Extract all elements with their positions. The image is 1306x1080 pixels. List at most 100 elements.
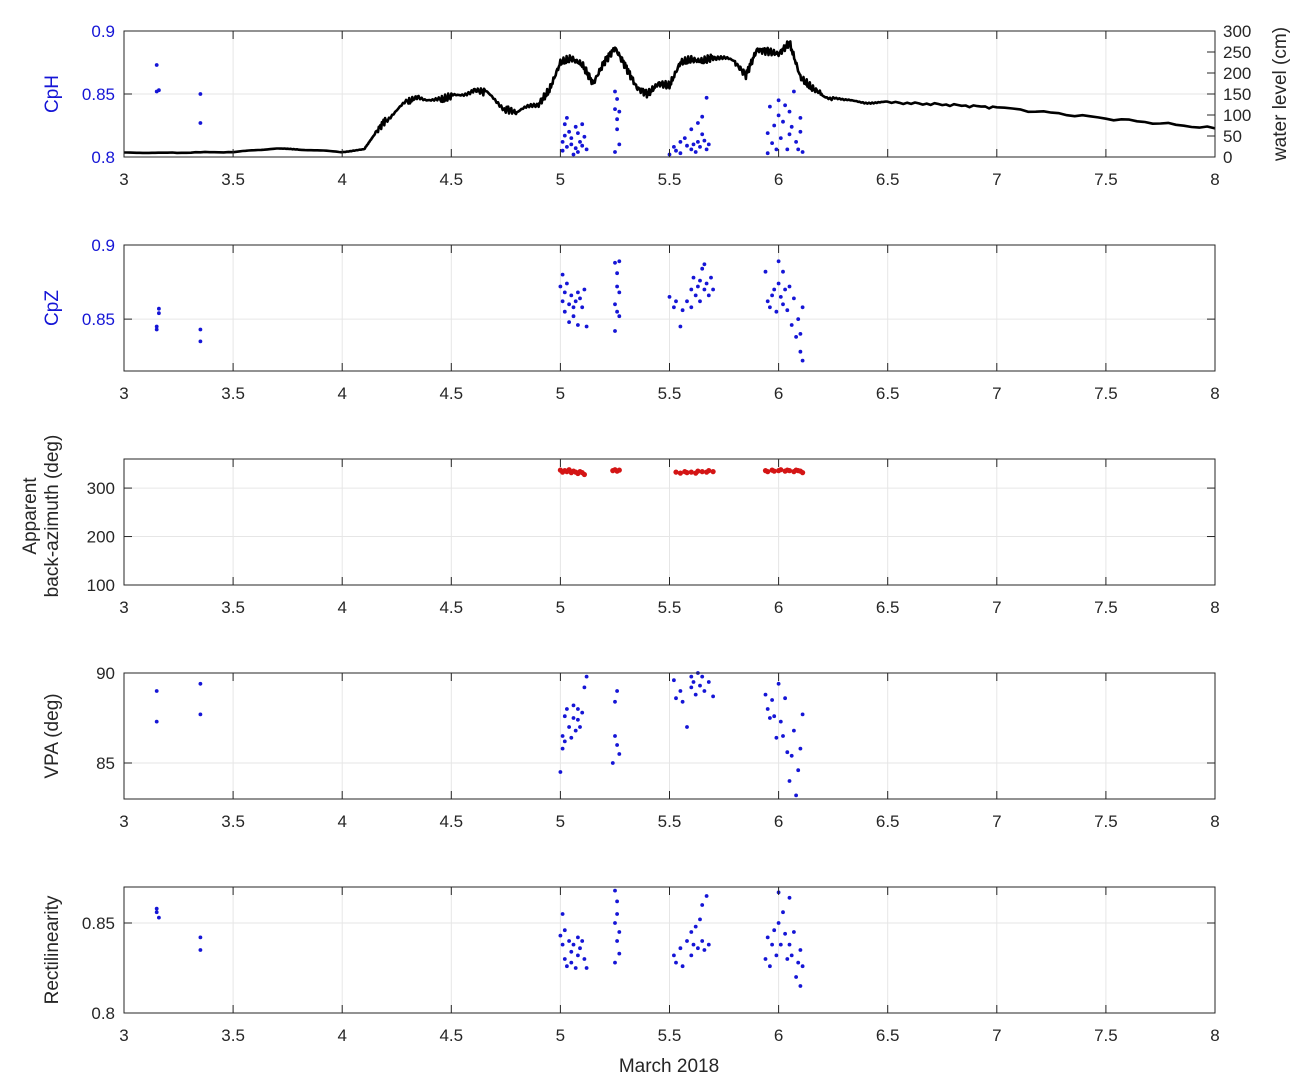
data-point <box>798 948 803 952</box>
data-point <box>562 122 567 127</box>
data-point <box>691 142 696 147</box>
data-point <box>573 299 578 304</box>
data-point <box>154 719 159 724</box>
data-point <box>706 293 711 298</box>
data-point <box>569 136 574 141</box>
data-point <box>582 957 587 961</box>
data-point <box>778 295 783 299</box>
data-point <box>696 121 700 125</box>
data-point <box>613 960 617 965</box>
data-point <box>198 121 203 125</box>
x-tick-label: 4 <box>337 170 346 189</box>
data-point <box>702 138 707 143</box>
data-point <box>765 299 770 304</box>
y2-axis-label: water level (cm) <box>1270 27 1291 162</box>
x-tick-label: 6.5 <box>876 384 900 403</box>
x-tick-label: 6.5 <box>876 1026 900 1045</box>
data-point <box>567 320 571 324</box>
data-point <box>615 939 619 943</box>
data-point <box>798 349 803 354</box>
data-point <box>689 674 694 679</box>
y-tick-label: 0.85 <box>82 914 115 933</box>
data-point <box>560 912 565 916</box>
x-tick-label: 7 <box>992 598 1001 617</box>
data-point <box>613 699 617 704</box>
data-point <box>706 142 711 147</box>
data-point <box>776 281 781 286</box>
data-point <box>584 147 589 152</box>
data-point <box>198 681 203 686</box>
data-point <box>154 327 159 332</box>
data-point <box>768 716 772 720</box>
data-point <box>800 964 805 969</box>
data-point <box>685 725 689 729</box>
data-point <box>774 147 779 152</box>
data-point <box>573 728 578 733</box>
data-point <box>706 468 712 474</box>
data-point <box>562 714 567 719</box>
data-point <box>685 939 689 943</box>
data-point <box>774 735 779 740</box>
x-tick-label: 7.5 <box>1094 812 1118 831</box>
data-point <box>693 150 698 154</box>
data-point <box>689 147 694 152</box>
data-point <box>678 324 683 329</box>
data-point <box>691 680 696 684</box>
data-point <box>696 946 700 951</box>
y2-tick-label: 250 <box>1223 43 1251 62</box>
data-point <box>787 109 792 114</box>
y-tick-label: 0.9 <box>91 236 115 255</box>
data-point <box>580 143 585 148</box>
panel-5: 3 3.5 4 4.5 5 5.5 6 6.5 7 7.5 8 0.8 0.85 Rectilineari… <box>42 886 1220 1045</box>
data-point <box>569 960 574 965</box>
x-tick-label: 4.5 <box>439 170 463 189</box>
x-tick-label: 3 <box>119 598 128 617</box>
data-point <box>677 470 684 476</box>
data-point <box>695 468 701 474</box>
x-tick-label: 7.5 <box>1094 1026 1118 1045</box>
data-point <box>560 272 565 277</box>
x-tick-label: 3 <box>119 384 128 403</box>
y-axis-label: VPA (deg) <box>42 693 63 778</box>
data-point <box>706 680 711 684</box>
data-point <box>616 467 622 473</box>
data-point <box>680 964 685 969</box>
x-tick-label: 7 <box>992 170 1001 189</box>
x-tick-label: 5 <box>556 170 565 189</box>
x-tick-label: 6 <box>774 170 783 189</box>
data-point <box>198 948 203 952</box>
data-point <box>787 895 792 900</box>
data-point <box>558 284 563 289</box>
data-point <box>198 339 203 344</box>
data-point <box>584 324 589 329</box>
data-point <box>680 699 685 704</box>
panel-2: 3 3.5 4 4.5 5 5.5 6 6.5 7 7.5 8 0.85 0.9 CpZ <box>42 236 1220 403</box>
data-point <box>711 694 715 699</box>
data-point <box>678 946 683 951</box>
data-point <box>792 728 796 733</box>
data-point <box>578 946 582 951</box>
data-point <box>798 116 803 120</box>
data-point <box>571 716 576 720</box>
data-point <box>610 761 615 765</box>
data-point <box>689 287 694 292</box>
data-point <box>582 134 587 139</box>
data-point <box>700 903 705 907</box>
x-tick-label: 6 <box>774 1026 783 1045</box>
x-tick-label: 5.5 <box>658 170 682 189</box>
data-point <box>765 707 770 711</box>
data-point <box>157 88 161 93</box>
data-point <box>567 939 571 943</box>
data-point <box>558 770 563 774</box>
data-point <box>674 696 678 701</box>
x-axis-label: March 2018 <box>619 1056 719 1077</box>
data-point <box>770 293 774 298</box>
data-point <box>770 141 774 146</box>
x-tick-label: 3 <box>119 170 128 189</box>
data-point <box>796 768 801 773</box>
data-point <box>565 964 569 969</box>
y2-tick-label: 150 <box>1223 85 1251 104</box>
data-point <box>789 753 794 758</box>
data-point <box>615 309 619 314</box>
